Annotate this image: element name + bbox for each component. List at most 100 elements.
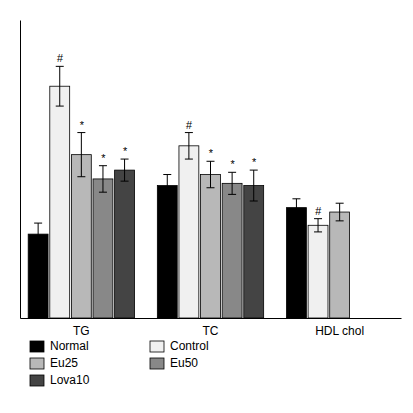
legend-label: Eu25 <box>50 356 78 370</box>
error-bar-line <box>339 203 340 221</box>
error-bar-line <box>296 199 297 217</box>
legend-item: Normal <box>30 339 89 353</box>
x-tick-label: HDL chol <box>315 324 364 338</box>
error-bar-cap <box>228 172 236 173</box>
annotation: * <box>208 147 213 159</box>
legend-swatch <box>30 341 44 352</box>
error-bar-line <box>59 66 60 106</box>
error-bar-line <box>167 175 168 197</box>
legend-item: Eu25 <box>30 356 78 370</box>
x-axis-line <box>21 318 402 319</box>
bar <box>286 208 306 318</box>
error-bar <box>228 172 236 194</box>
error-bar <box>56 66 64 106</box>
error-bar-cap <box>314 218 322 219</box>
error-bar-line <box>81 133 82 177</box>
x-tick: HDL chol <box>315 324 364 338</box>
error-bar-cap <box>207 161 215 162</box>
annotation: # <box>57 52 64 64</box>
legend-item: Eu50 <box>150 356 198 370</box>
error-bar-cap <box>207 187 215 188</box>
error-bar-cap <box>56 66 64 67</box>
error-bar-line <box>253 170 254 201</box>
error-bar-cap <box>99 165 107 166</box>
legend-swatch <box>30 358 44 369</box>
error-bar-cap <box>56 106 64 107</box>
chart: TGTCHDL chol###******NormalControlEu25Eu… <box>0 0 413 413</box>
error-bar-cap <box>34 245 42 246</box>
annotations: ###****** <box>57 52 322 216</box>
error-bar-cap <box>314 231 322 232</box>
error-bar-cap <box>77 176 85 177</box>
error-bar-line <box>232 172 233 194</box>
error-bar <box>121 159 129 181</box>
error-bar <box>314 219 322 232</box>
error-bar-line <box>124 159 125 181</box>
y-axis <box>20 21 21 319</box>
bar <box>50 86 70 318</box>
error-bar-cap <box>292 198 300 199</box>
bar <box>308 225 328 318</box>
error-bar-cap <box>336 220 344 221</box>
annotation: * <box>252 156 257 168</box>
plot-area <box>28 66 349 318</box>
error-bar-cap <box>250 170 258 171</box>
annotation: * <box>230 158 235 170</box>
x-tick: TC <box>203 324 219 338</box>
error-bar-cap <box>34 223 42 224</box>
annotation: # <box>186 119 193 131</box>
x-axis: TG TC HDL chol <box>21 319 402 338</box>
bar <box>71 155 91 318</box>
error-bar <box>207 161 215 187</box>
bar <box>330 212 350 318</box>
bar <box>115 170 135 318</box>
bar <box>201 175 221 318</box>
legend-item: Control <box>150 339 209 353</box>
error-bar <box>185 133 193 159</box>
bar <box>179 146 199 318</box>
error-bar <box>292 199 300 217</box>
bar <box>28 234 48 318</box>
error-bar-line <box>38 223 39 245</box>
error-bar <box>99 166 107 192</box>
error-bar <box>77 133 85 177</box>
y-axis-line <box>20 21 21 319</box>
error-bar-cap <box>336 203 344 204</box>
annotation: * <box>122 145 127 157</box>
bar <box>157 186 177 318</box>
error-bar-line <box>210 161 211 187</box>
error-bar <box>250 170 258 201</box>
error-bar <box>34 223 42 245</box>
x-tick-label: TG <box>73 324 90 338</box>
error-bar-cap <box>185 132 193 133</box>
legend-label: Eu50 <box>170 356 198 370</box>
error-bar-cap <box>163 174 171 175</box>
error-bar-cap <box>163 196 171 197</box>
error-bar <box>336 203 344 221</box>
annotation: * <box>101 152 106 164</box>
error-bar-line <box>188 133 189 159</box>
legend-label: Lova10 <box>50 373 90 387</box>
annotation: * <box>79 119 84 131</box>
bar <box>222 183 242 318</box>
error-bar-cap <box>121 181 129 182</box>
bar <box>244 186 264 318</box>
legend-label: Control <box>170 339 209 353</box>
legend-swatch <box>30 375 44 386</box>
bar <box>93 179 113 318</box>
error-bar-cap <box>77 132 85 133</box>
x-tick-label: TC <box>203 324 219 338</box>
error-bar-cap <box>121 159 129 160</box>
error-bar-cap <box>250 201 258 202</box>
error-bar-cap <box>228 194 236 195</box>
error-bar <box>163 175 171 197</box>
error-bar-cap <box>99 192 107 193</box>
legend: Normal Control Eu25 Eu50 Lova10 <box>30 339 209 387</box>
legend-item: Lova10 <box>30 373 90 387</box>
legend-swatch <box>150 358 164 369</box>
legend-swatch <box>150 341 164 352</box>
error-bar-line <box>318 219 319 232</box>
error-bar-line <box>102 166 103 192</box>
x-tick: TG <box>73 324 90 338</box>
error-bar-cap <box>185 159 193 160</box>
